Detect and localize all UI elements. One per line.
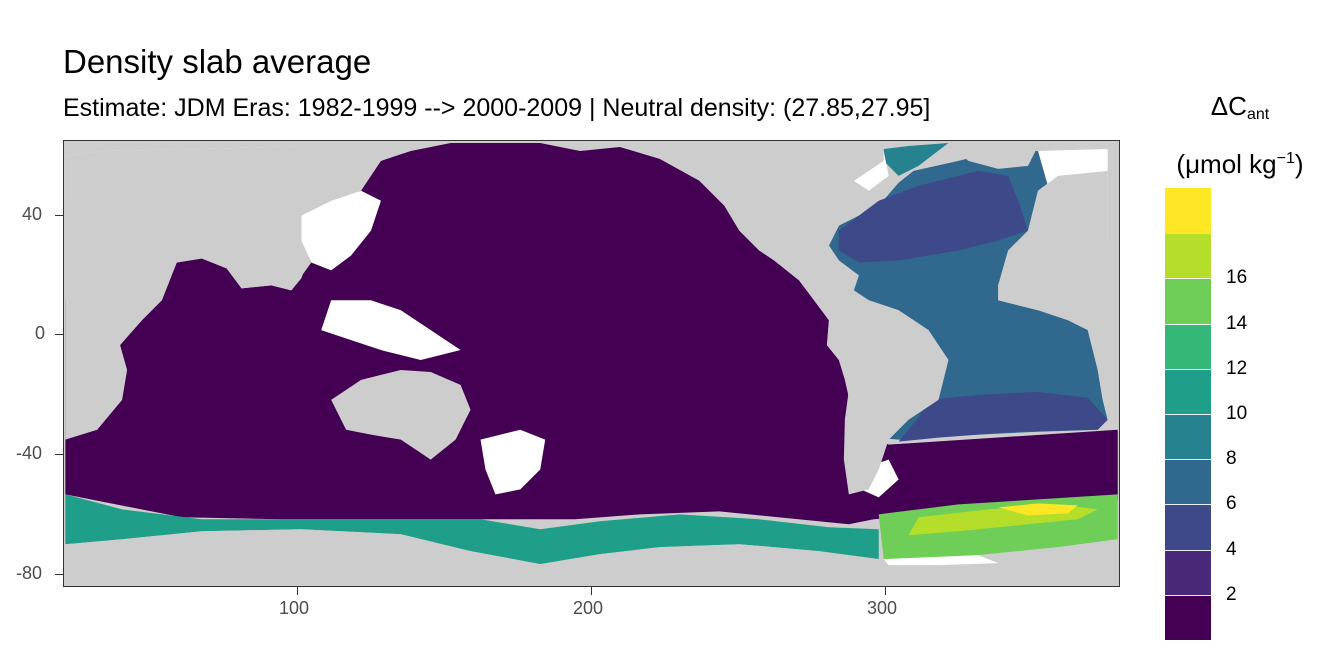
plot-title: Density slab average xyxy=(63,43,372,80)
legend-label: 4 xyxy=(1226,538,1237,560)
atlantic-north-band xyxy=(838,170,1029,263)
legend-title-sub: ant xyxy=(1246,106,1270,123)
south-atlantic-purple xyxy=(888,431,1118,510)
legend-color-segment xyxy=(1165,368,1211,415)
map-panel xyxy=(63,140,1120,587)
legend-label: 16 xyxy=(1226,267,1248,289)
legend-tick xyxy=(1165,278,1211,280)
missing-tasman xyxy=(480,429,546,495)
legend-tick xyxy=(1165,323,1211,325)
legend-color-segment xyxy=(1165,323,1211,370)
legend-tick xyxy=(1165,414,1211,415)
map-canvas xyxy=(65,142,1118,586)
southern-coastal-band xyxy=(65,494,879,565)
americas-land xyxy=(699,148,949,495)
legend-label: 12 xyxy=(1226,357,1248,379)
y-tick xyxy=(55,574,63,575)
legend-label: 8 xyxy=(1226,448,1237,470)
legend-tick xyxy=(1165,504,1211,506)
weddell-peak xyxy=(998,503,1078,516)
legend-title-main: ΔC xyxy=(1210,91,1247,121)
greenland-land xyxy=(948,142,1038,169)
asia-land xyxy=(65,143,421,291)
europe-africa-east xyxy=(998,170,1108,311)
legend-tick xyxy=(1165,368,1211,370)
legend-tick xyxy=(1165,594,1211,596)
legend-color-segment xyxy=(1165,549,1211,596)
y-tick-label: -80 xyxy=(16,563,43,583)
legend-label: 6 xyxy=(1226,493,1237,515)
continents xyxy=(65,142,1118,495)
legend-color-segment xyxy=(1165,414,1211,460)
legend-colorbar xyxy=(1165,188,1211,641)
antarctica-land xyxy=(65,529,1118,586)
y-tick-label: 0 xyxy=(35,323,46,343)
africa-land xyxy=(65,245,177,440)
legend-label: 14 xyxy=(1226,312,1248,334)
legend-units-sup: −1 xyxy=(1276,150,1295,167)
missing-indonesia xyxy=(321,300,461,361)
legend-label: 10 xyxy=(1226,403,1248,424)
legend-tick xyxy=(1165,549,1211,551)
australia-land xyxy=(331,369,471,460)
legend-tick xyxy=(1165,459,1211,461)
x-tick-label: 200 xyxy=(573,598,604,618)
y-tick xyxy=(55,334,63,335)
y-tick xyxy=(55,215,63,216)
missing-east-asia xyxy=(301,190,381,271)
x-tick xyxy=(885,587,886,595)
legend-color-segment xyxy=(1165,233,1211,279)
y-tick-label: 40 xyxy=(22,204,43,224)
legend-color-segment xyxy=(1165,459,1211,505)
legend-units-post: ) xyxy=(1294,149,1304,179)
x-tick xyxy=(591,587,592,595)
y-tick xyxy=(55,454,63,455)
legend-color-segment xyxy=(1165,504,1211,551)
legend-color-segment xyxy=(1165,594,1211,641)
south-africa-land xyxy=(1087,330,1118,430)
legend-title: ΔCant (μmol kg−1) xyxy=(1160,84,1320,186)
legend-color-segment xyxy=(1165,188,1211,234)
legend-label: 2 xyxy=(1226,583,1237,605)
labrador-sea xyxy=(883,142,949,176)
y-tick-label: -40 xyxy=(16,443,43,463)
x-tick-label: 100 xyxy=(279,598,310,618)
legend-units-pre: (μmol kg xyxy=(1176,149,1277,179)
missing-antarctic-shelf xyxy=(883,555,999,566)
legend-color-segment xyxy=(1165,278,1211,325)
atlantic-south-band xyxy=(898,391,1108,442)
x-tick xyxy=(297,587,298,595)
plot-subtitle: Estimate: JDM Eras: 1982-1999 --> 2000-2… xyxy=(63,94,931,122)
x-tick-label: 300 xyxy=(867,598,898,618)
